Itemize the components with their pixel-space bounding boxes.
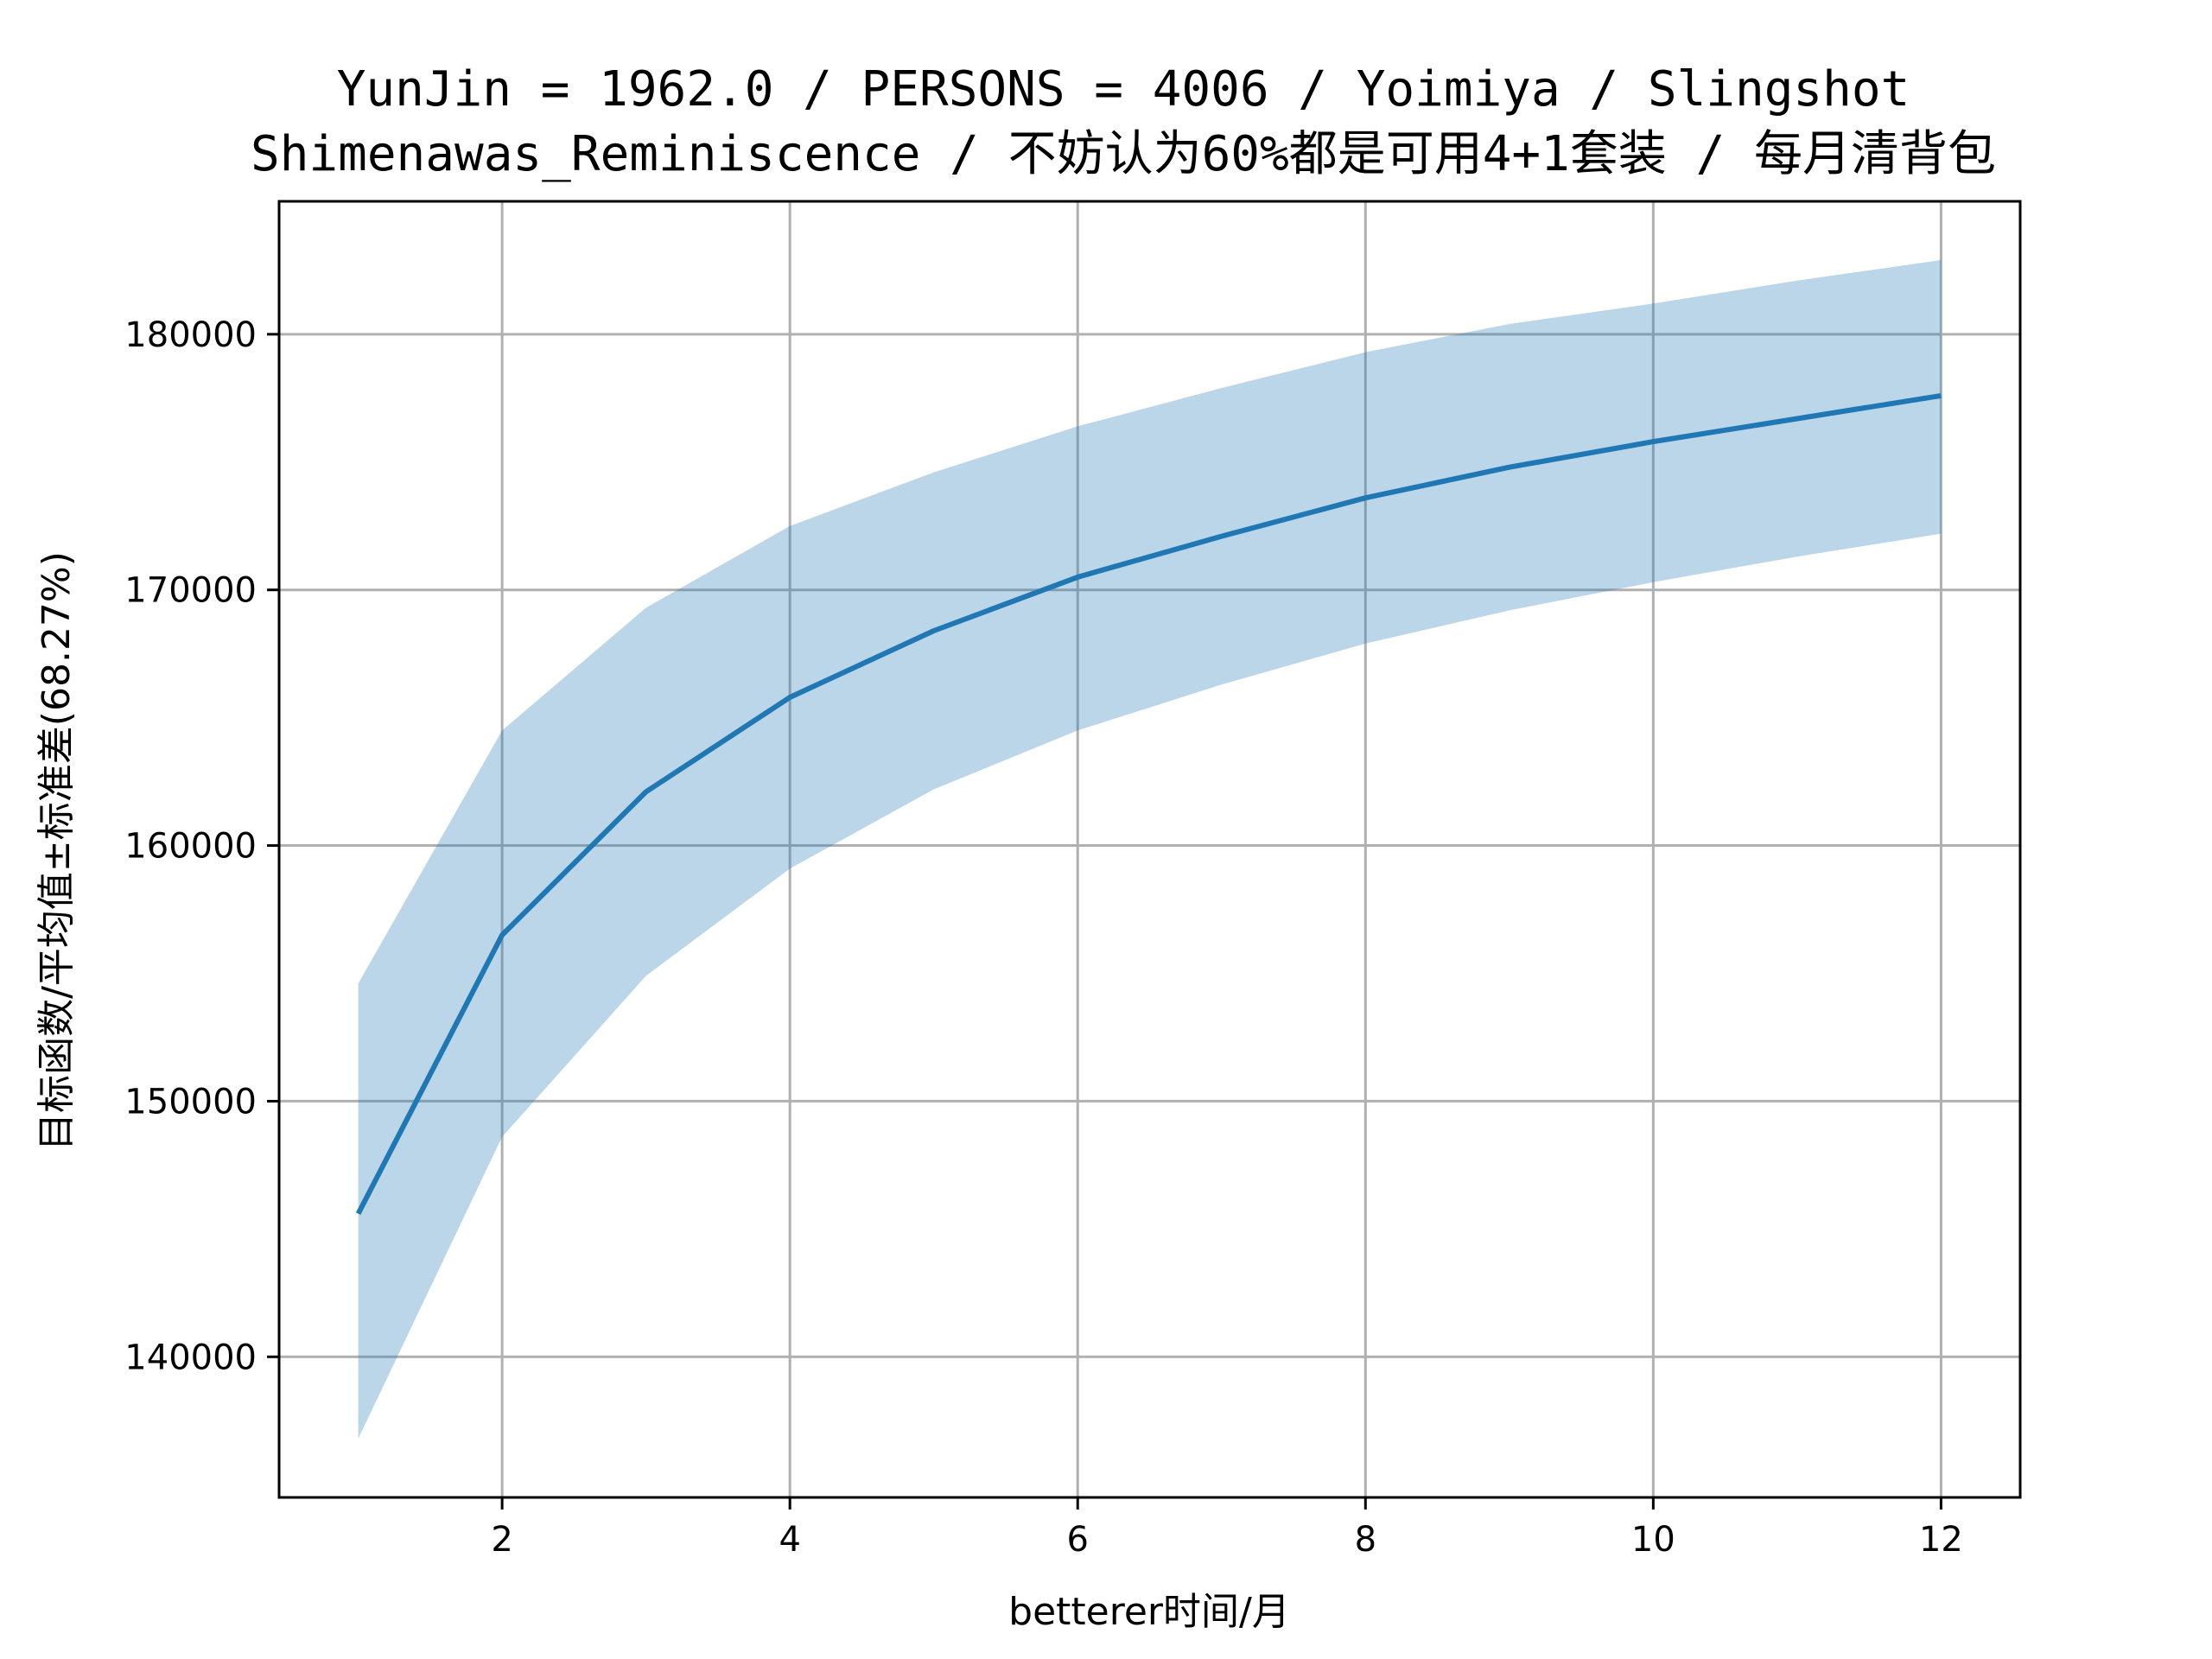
y-tick-label-180000: 180000	[124, 315, 257, 355]
x-tick-label-12: 12	[1919, 1520, 1963, 1560]
std-band-layer	[358, 260, 1942, 1439]
x-tick-label-6: 6	[1067, 1520, 1089, 1560]
chart-title-line1: YunJin = 1962.0 / PERSONS = 4006 / Yoimi…	[337, 61, 1910, 118]
y-tick-label-160000: 160000	[124, 827, 257, 867]
grid-layer	[279, 201, 2020, 1497]
y-tick-label-150000: 150000	[124, 1082, 257, 1122]
x-axis-label: betterer时间/月	[1008, 1590, 1290, 1634]
chart-title-line2: Shimenawas_Reminiscence / 不妨认为60%都是可用4+1…	[251, 126, 1996, 182]
y-axis-label: 目标函数/平均值±标准差(68.27%)	[35, 551, 79, 1151]
x-tick-label-10: 10	[1631, 1520, 1675, 1560]
mean-line	[355, 392, 1942, 1215]
mean-line-layer	[355, 392, 1942, 1215]
x-tick-label-2: 2	[491, 1520, 512, 1560]
y-tick-label-170000: 170000	[124, 571, 257, 611]
axes-layer	[277, 200, 2022, 1499]
x-tick-label-8: 8	[1355, 1520, 1376, 1560]
x-tick-label-4: 4	[779, 1520, 800, 1560]
tick-layer: 2 4 6 8 10 12 140000 150000 160000 170000 180000	[124, 315, 1963, 1560]
std-band	[358, 260, 1942, 1439]
plot-frame	[277, 200, 2022, 1499]
y-tick-label-140000: 140000	[124, 1338, 257, 1377]
